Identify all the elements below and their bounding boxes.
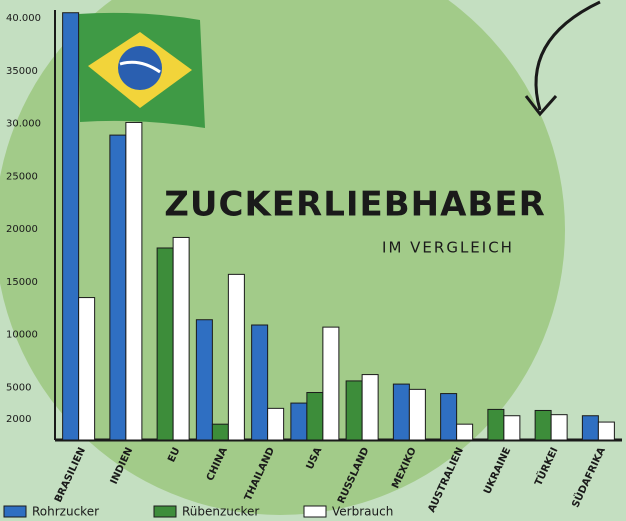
flag (78, 12, 205, 129)
bar (109, 134, 127, 441)
bar (345, 380, 363, 441)
bar (306, 392, 324, 441)
legend-swatch (303, 505, 327, 518)
bar (392, 383, 410, 441)
bar (503, 415, 521, 441)
bar (487, 408, 505, 441)
y-tick-label: 30.000 (6, 119, 41, 130)
y-tick-label: 35000 (6, 66, 38, 77)
legend-label: Verbrauch (332, 505, 393, 519)
bar (78, 297, 96, 441)
arrow (524, 0, 601, 117)
y-tick-label: 5000 (6, 382, 31, 393)
legend-swatch (153, 505, 177, 518)
bar (550, 414, 568, 441)
legend-label: Rübenzucker (182, 505, 259, 519)
y-tick-label: 40.000 (6, 13, 41, 24)
bar (211, 423, 229, 441)
bar (322, 326, 340, 441)
bar (195, 319, 213, 441)
bar (267, 407, 285, 441)
bar (456, 423, 474, 441)
bar (62, 12, 80, 441)
bar (290, 402, 308, 441)
bar (361, 374, 379, 441)
y-tick-label: 25000 (6, 171, 38, 182)
bar (251, 324, 269, 441)
bar (597, 421, 615, 441)
legend-swatch (3, 505, 27, 518)
bar (156, 247, 174, 441)
legend-label: Rohrzucker (32, 505, 99, 519)
bar (408, 388, 426, 441)
bar (227, 273, 245, 441)
chart-title: ZUCKERLIEBHABER (164, 185, 546, 225)
bar (125, 121, 143, 441)
y-tick-label: 2000 (6, 414, 31, 425)
y-tick-label: 10000 (6, 330, 38, 341)
bar (534, 409, 552, 441)
y-tick-label: 15000 (6, 277, 38, 288)
bar (440, 393, 458, 441)
chart-subtitle: IM VERGLEICH (382, 239, 514, 257)
bar (172, 236, 190, 441)
bar (581, 415, 599, 441)
y-tick-label: 20000 (6, 224, 38, 235)
